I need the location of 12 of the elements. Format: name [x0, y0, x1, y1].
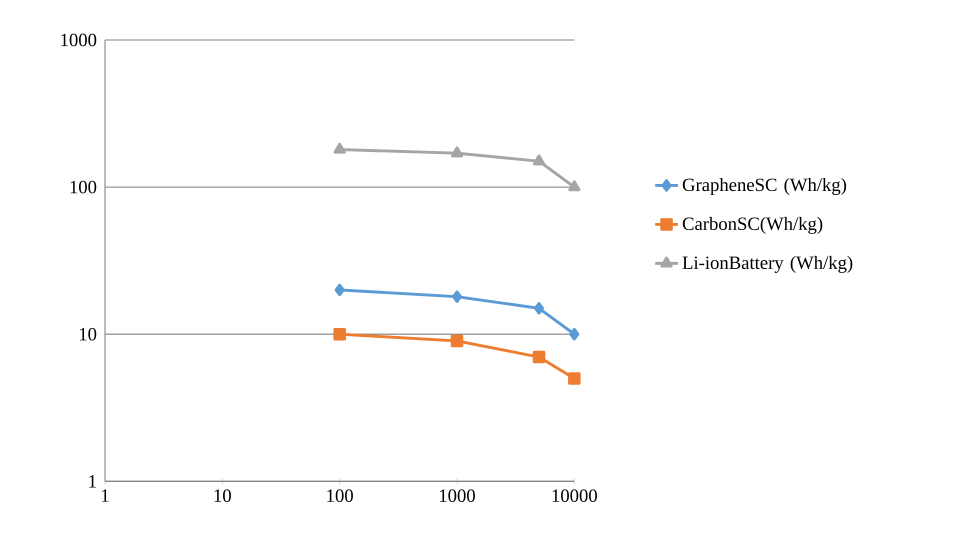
x-tick-label: 100 — [327, 489, 353, 502]
legend-label: GrapheneSC (Wh/kg) — [682, 178, 846, 195]
legend-label: CarbonSC(Wh/kg) — [682, 216, 822, 234]
legend-label: Li-ionBattery (Wh/kg) — [682, 256, 852, 273]
y-tick-label: 1 — [89, 474, 96, 488]
x-tick-label: 1 — [102, 489, 109, 502]
y-tick-label: 1000 — [61, 34, 96, 46]
y-tick-label: 100 — [70, 180, 96, 194]
y-tick-label: 10 — [80, 328, 96, 340]
x-tick-label: 1000 — [440, 489, 475, 502]
x-tick-label: 10000 — [552, 489, 597, 502]
x-tick-label: 10 — [214, 489, 231, 502]
